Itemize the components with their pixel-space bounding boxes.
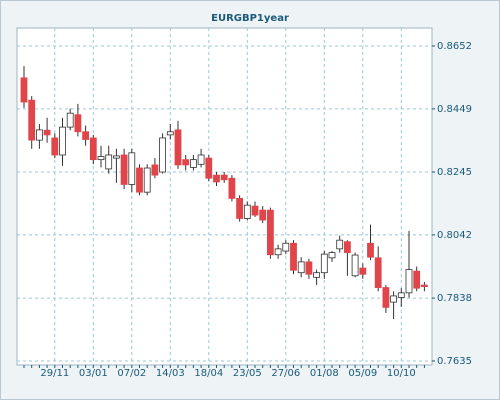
candle-body (228, 177, 236, 199)
y-tick-label: 0.8652 (437, 41, 472, 52)
candle-body (297, 261, 305, 274)
candle-body (290, 242, 297, 271)
candle-body (336, 239, 344, 250)
candle-body (105, 154, 113, 170)
y-tick-label: 0.7838 (437, 293, 472, 304)
candle-body (143, 167, 151, 193)
candle-body (174, 129, 182, 166)
candle-body (20, 77, 28, 103)
x-tick-label: 05/09 (348, 368, 377, 379)
candle-body (359, 267, 367, 275)
candle-body (197, 154, 205, 165)
candle-body (274, 248, 282, 256)
candle-body (420, 284, 428, 288)
candle-body (382, 287, 390, 308)
candle-body (259, 209, 267, 221)
candle-body (328, 252, 336, 259)
candle-body (405, 269, 413, 294)
x-tick-label: 18/04 (194, 368, 223, 379)
candle-body (36, 129, 43, 141)
candle-body (113, 155, 120, 159)
candle-body (166, 131, 174, 136)
candle-body (51, 137, 59, 156)
chart-title: EURGBP1year (211, 13, 289, 24)
candle-body (59, 126, 66, 156)
candle-body (151, 164, 159, 176)
x-tick-label: 27/06 (271, 368, 300, 379)
plot-area (16, 27, 433, 366)
candle-body (236, 197, 244, 219)
candle-body (205, 157, 213, 179)
candle-body (282, 242, 290, 252)
candle-body (251, 205, 259, 216)
candle-body (182, 159, 190, 166)
y-tick-label: 0.8042 (437, 230, 472, 241)
x-tick-label: 01/08 (310, 368, 339, 379)
candle-body (97, 156, 105, 161)
candle-body (120, 154, 128, 185)
candle-body (343, 241, 351, 253)
candle-body (189, 159, 197, 168)
x-tick-label: 10/10 (387, 368, 416, 379)
candle-body (66, 112, 74, 128)
candle-body (128, 152, 136, 185)
candle-body (213, 174, 220, 183)
candle-body (397, 292, 405, 298)
candle-body (367, 242, 374, 258)
candle-body (305, 261, 313, 275)
candle-body (243, 204, 251, 219)
candle-body (374, 257, 382, 288)
candle-body (43, 129, 51, 136)
candle-body (82, 131, 89, 140)
candle-body (266, 209, 274, 256)
candle-body (136, 167, 143, 193)
x-tick-label: 29/11 (40, 368, 69, 379)
x-tick-label: 14/03 (156, 368, 185, 379)
y-tick-label: 0.8245 (437, 167, 472, 178)
x-tick-label: 23/05 (233, 368, 262, 379)
candle-body (390, 295, 398, 303)
candle-body (159, 137, 167, 173)
y-tick-label: 0.7635 (437, 356, 472, 367)
candle-body (313, 272, 321, 278)
candle-body (351, 254, 359, 277)
candle-body (220, 174, 228, 181)
candle-body (74, 114, 82, 133)
candle-body (28, 99, 36, 141)
y-tick-label: 0.8449 (437, 104, 472, 115)
x-tick-label: 07/02 (117, 368, 146, 379)
candle-body (320, 253, 328, 274)
candle-body (89, 137, 97, 161)
candle-body (413, 270, 421, 289)
x-tick-label: 03/01 (79, 368, 108, 379)
